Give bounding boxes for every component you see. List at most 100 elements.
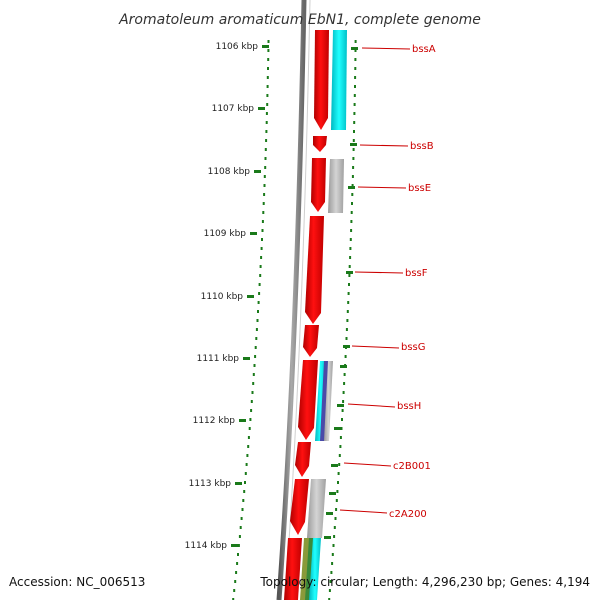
gene-arrow-c2A200[interactable] xyxy=(290,479,309,535)
cds-category-track xyxy=(300,30,347,600)
gc-dot xyxy=(335,508,338,511)
gene-label-bssG[interactable]: bssG xyxy=(401,342,426,353)
gc-dot xyxy=(247,436,250,439)
inner-ring-marker xyxy=(334,427,341,430)
gc-dot xyxy=(244,472,247,475)
scale-ticks xyxy=(231,45,358,547)
gc-dot xyxy=(237,553,239,556)
inner-ring-marker xyxy=(346,271,353,274)
scale-tick xyxy=(258,107,265,110)
gc-dot xyxy=(264,157,267,160)
gc-dot xyxy=(233,589,236,592)
gc-dot xyxy=(353,130,355,133)
cds-block-cyan-3 xyxy=(309,538,321,600)
gc-dot xyxy=(354,40,357,43)
gc-dot xyxy=(349,238,352,241)
gc-dot xyxy=(351,202,353,205)
cds-block-gray-2 xyxy=(324,361,333,441)
gc-dot xyxy=(232,598,235,600)
scale-tick-label: 1106 kbp xyxy=(216,42,259,52)
gc-dot xyxy=(262,211,265,214)
gc-dot xyxy=(266,85,269,88)
gene-arrow-bssB[interactable] xyxy=(313,136,327,152)
gc-dot xyxy=(264,166,267,169)
inner-ring-marker xyxy=(348,186,355,189)
gc-dot xyxy=(339,445,342,448)
gene-arrow-bssF[interactable] xyxy=(305,216,324,324)
gene-label-bssF[interactable]: bssF xyxy=(405,268,428,279)
gene-arrow-next[interactable] xyxy=(284,538,302,600)
gc-dot xyxy=(246,454,249,457)
gene-arrow-bssA[interactable] xyxy=(314,30,329,130)
gc-dot xyxy=(257,301,260,304)
gc-dot xyxy=(267,67,269,70)
gc-dot xyxy=(354,58,357,61)
gene-arrow-bssH[interactable] xyxy=(298,360,318,440)
gc-dot xyxy=(329,580,332,583)
inner-ring-marker xyxy=(326,512,333,515)
gc-dot xyxy=(342,400,345,403)
gc-dot xyxy=(237,544,240,547)
gc-dot xyxy=(345,328,348,331)
callout-line-bssH xyxy=(347,403,396,408)
gc-dot xyxy=(238,535,241,538)
scale-tick xyxy=(239,419,246,422)
callout-line-bssG xyxy=(351,345,400,349)
gc-dot xyxy=(266,103,269,106)
gc-dot xyxy=(354,76,357,79)
gc-dot xyxy=(236,562,239,565)
gc-dot xyxy=(338,463,341,466)
gc-dot xyxy=(332,544,335,547)
callout-line-bssF xyxy=(354,271,404,274)
gene-label-c2A200[interactable]: c2A200 xyxy=(389,509,427,520)
gc-dot xyxy=(354,49,357,52)
gc-dot xyxy=(331,562,334,565)
gc-dot xyxy=(337,472,340,475)
gc-dot xyxy=(349,256,352,259)
gc-dot xyxy=(353,112,356,115)
gc-dot xyxy=(338,454,341,457)
scale-tick-label: 1110 kbp xyxy=(201,292,244,302)
gc-dot xyxy=(267,40,270,43)
inner-ring-marker xyxy=(329,492,336,495)
topology-text: Topology: circular; Length: 4,296,230 bp… xyxy=(259,575,590,589)
gc-dot xyxy=(265,112,268,115)
gc-dot xyxy=(350,229,353,232)
accession-text: Accession: NC_006513 xyxy=(9,575,145,589)
scale-tick-label: 1114 kbp xyxy=(185,541,228,551)
gc-dot xyxy=(260,256,263,259)
gc-dot xyxy=(258,292,261,295)
gc-dot xyxy=(241,508,244,511)
gene-arrow-bssG[interactable] xyxy=(303,325,319,357)
gc-dot xyxy=(261,220,264,223)
gc-dot xyxy=(261,229,264,232)
gc-dot xyxy=(257,310,259,313)
gc-dot xyxy=(333,526,336,529)
cds-block-gray xyxy=(328,159,344,213)
gc-dot xyxy=(351,193,354,196)
gene-label-c2B001[interactable]: c2B001 xyxy=(393,461,431,472)
gene-label-bssE[interactable]: bssE xyxy=(408,183,431,194)
gc-dot xyxy=(354,67,357,70)
gc-dot xyxy=(266,94,269,97)
gene-arrow-c2B001[interactable] xyxy=(295,442,311,477)
gc-dot xyxy=(351,175,354,178)
callout-line-c2B001 xyxy=(343,462,392,467)
cds-block-gray-3 xyxy=(307,479,326,538)
gene-label-bssB[interactable]: bssB xyxy=(410,141,434,152)
gc-dot xyxy=(343,382,346,385)
gc-dot xyxy=(265,121,268,124)
gene-label-bssA[interactable]: bssA xyxy=(412,44,436,55)
gene-label-bssH[interactable]: bssH xyxy=(397,401,421,412)
gc-dot xyxy=(353,121,356,124)
gc-dot xyxy=(251,391,254,394)
gc-dot xyxy=(235,571,238,574)
scale-tick-label: 1108 kbp xyxy=(208,167,251,177)
gc-dot xyxy=(264,148,267,151)
gene-arrow-bssE[interactable] xyxy=(311,158,326,212)
gc-dotted-ring-outer xyxy=(232,40,270,600)
gc-dot xyxy=(256,319,259,322)
gc-dot xyxy=(259,274,262,277)
gc-dot xyxy=(352,139,355,142)
